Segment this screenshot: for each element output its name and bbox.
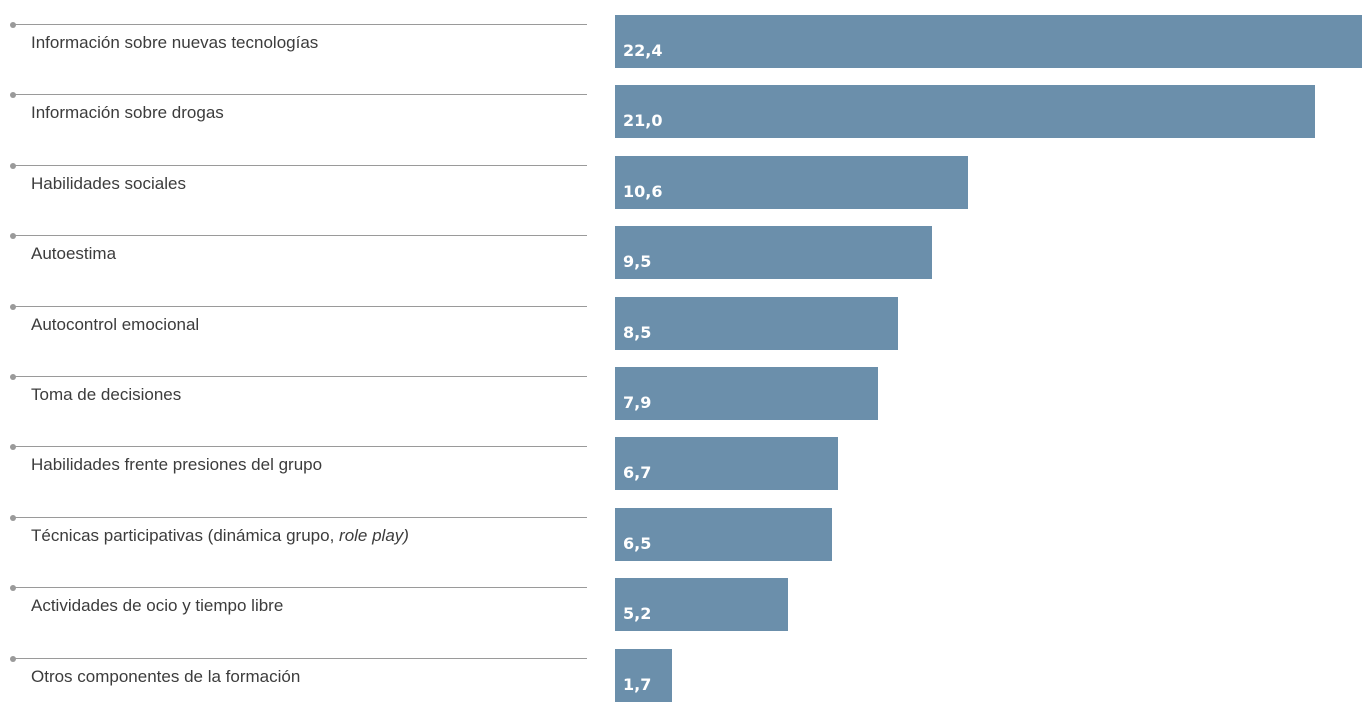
row-bullet-dot <box>10 162 16 169</box>
row-rule <box>13 658 587 659</box>
bar: 9,5 <box>615 226 932 279</box>
category-label: Actividades de ocio y tiempo libre <box>31 596 284 615</box>
bar: 21,0 <box>615 85 1315 138</box>
row-bullet-dot <box>10 584 16 591</box>
category-label: Información sobre nuevas tecnologías <box>31 33 319 52</box>
bar-value-label: 6,5 <box>623 534 652 553</box>
bar: 6,5 <box>615 508 832 561</box>
bar-value-label: 9,5 <box>623 252 652 271</box>
row-bullet-dot <box>10 232 16 239</box>
row-bullet-dot <box>10 655 16 662</box>
bar-value-label: 7,9 <box>623 393 652 412</box>
row-rule <box>13 306 587 307</box>
row-bullet-dot <box>10 373 16 380</box>
category-label: Otros componentes de la formación <box>31 667 301 686</box>
category-label: Técnicas participativas (dinámica grupo,… <box>31 526 409 545</box>
row-rule <box>13 24 587 25</box>
category-label: Habilidades frente presiones del grupo <box>31 455 323 474</box>
row-rule <box>13 94 587 95</box>
bar-value-label: 10,6 <box>623 182 663 201</box>
bar-value-label: 5,2 <box>623 604 652 623</box>
bar: 22,4 <box>615 15 1362 68</box>
row-bullet-dot <box>10 21 16 28</box>
bar-value-label: 1,7 <box>623 675 652 694</box>
bar: 8,5 <box>615 297 898 350</box>
bar-value-label: 21,0 <box>623 111 663 130</box>
row-rule <box>13 376 587 377</box>
row-rule <box>13 587 587 588</box>
row-rule <box>13 517 587 518</box>
category-label: Toma de decisiones <box>31 385 182 404</box>
bar-value-label: 8,5 <box>623 323 652 342</box>
category-label: Autoestima <box>31 244 117 263</box>
category-label: Información sobre drogas <box>31 103 224 122</box>
row-bullet-dot <box>10 303 16 310</box>
bar-value-label: 6,7 <box>623 463 652 482</box>
bar: 10,6 <box>615 156 968 209</box>
bar-value-label: 22,4 <box>623 41 663 60</box>
category-label: Habilidades sociales <box>31 174 186 193</box>
row-bullet-dot <box>10 443 16 450</box>
row-bullet-dot <box>10 91 16 98</box>
row-rule <box>13 446 587 447</box>
category-label: Autocontrol emocional <box>31 315 200 334</box>
bar: 1,7 <box>615 649 672 702</box>
row-rule <box>13 235 587 236</box>
bar: 7,9 <box>615 367 878 420</box>
row-rule <box>13 165 587 166</box>
row-bullet-dot <box>10 514 16 521</box>
bar: 6,7 <box>615 437 838 490</box>
bar: 5,2 <box>615 578 788 631</box>
